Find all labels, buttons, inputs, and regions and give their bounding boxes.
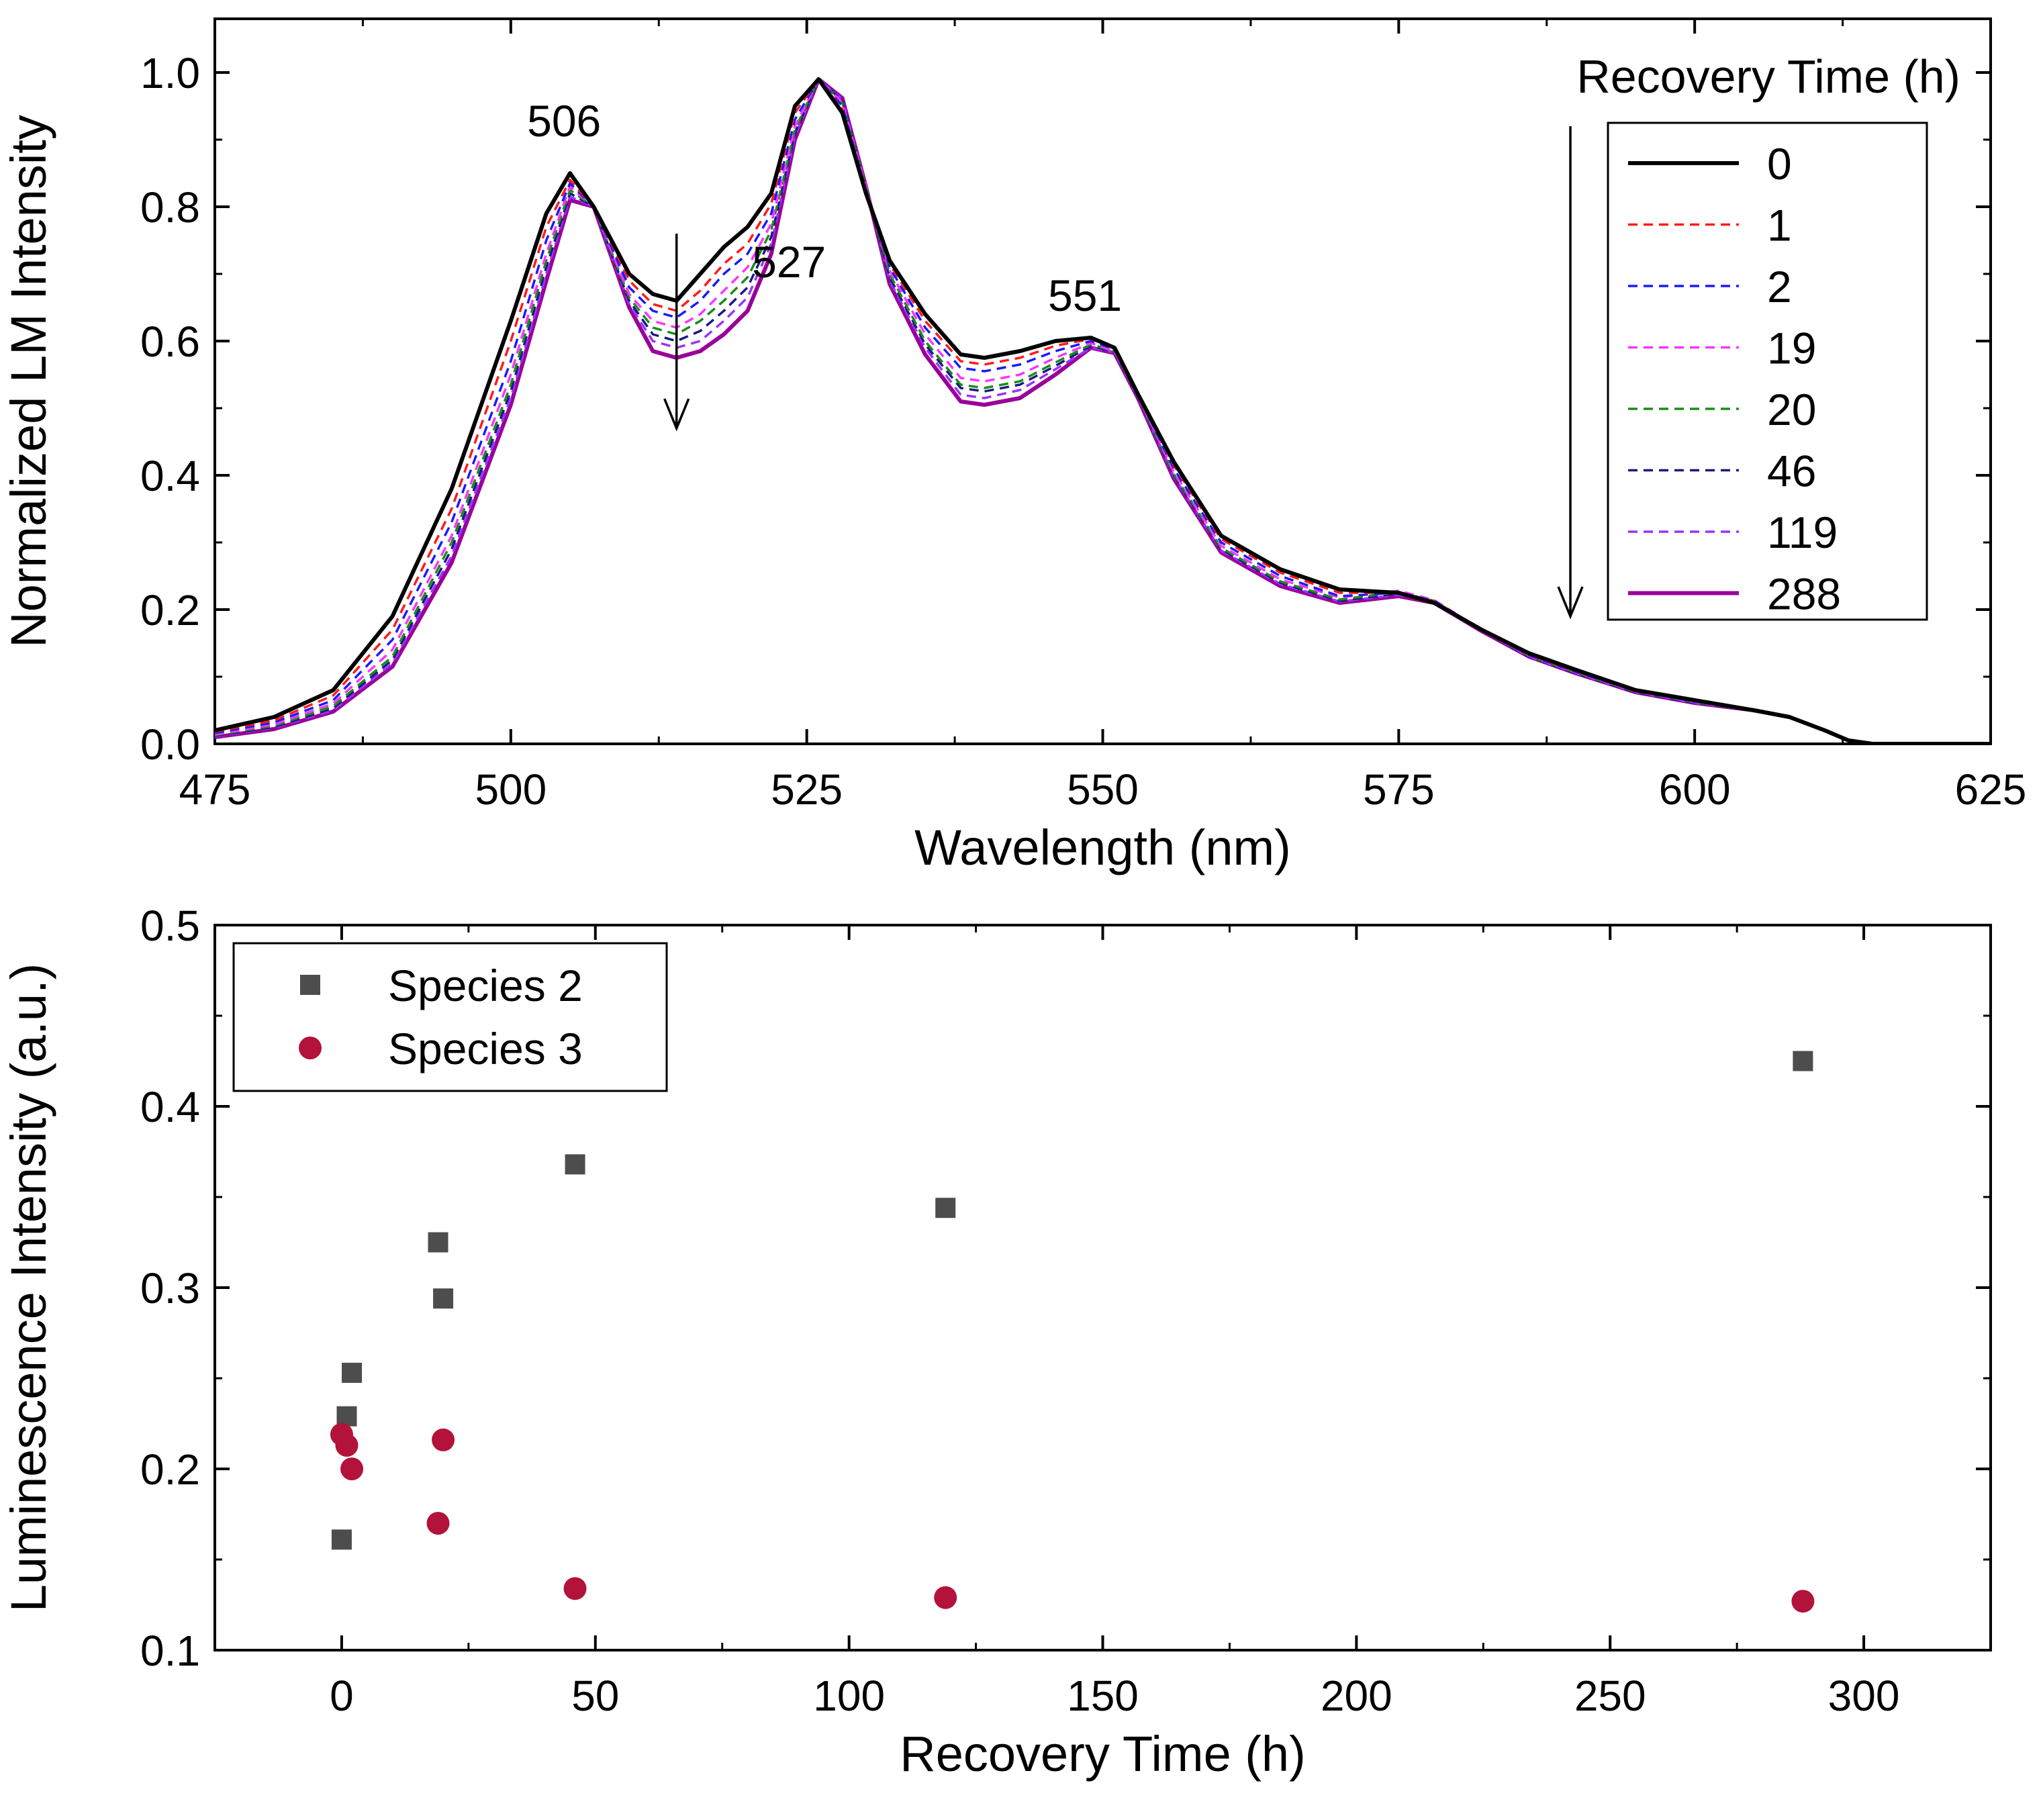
x-tick-label: 0: [330, 1672, 354, 1720]
x-tick-label: 200: [1321, 1672, 1392, 1720]
x-tick-label: 500: [475, 765, 547, 814]
x-tick-label: 100: [813, 1672, 885, 1720]
x-tick-label: 150: [1067, 1672, 1139, 1720]
y-tick-label: 0.4: [140, 452, 200, 500]
data-point-species-3: [563, 1577, 587, 1600]
data-point-species-3: [426, 1512, 450, 1535]
y-tick-label: 0.8: [140, 183, 200, 232]
y-tick-label: 0.4: [140, 1083, 200, 1131]
legend-label-species-2: Species 2: [388, 961, 583, 1010]
data-point-species-3: [934, 1586, 957, 1609]
x-tick-label: 550: [1067, 765, 1139, 814]
y-tick-label: 0.0: [140, 720, 200, 769]
x-tick-label: 300: [1828, 1672, 1900, 1720]
y-tick-label: 0.3: [140, 1264, 200, 1312]
data-point-species-2: [428, 1232, 448, 1253]
legend-label-0: 0: [1767, 139, 1792, 189]
x-axis-title: Wavelength (nm): [914, 820, 1291, 875]
x-tick-label: 525: [771, 765, 843, 814]
trend-arrow-1-head: [663, 398, 690, 432]
y-tick-label: 0.1: [140, 1627, 200, 1675]
legend-label-119: 119: [1767, 508, 1838, 557]
legend-label-19: 19: [1767, 324, 1816, 373]
data-point-species-2: [433, 1288, 454, 1309]
data-point-species-3: [340, 1457, 364, 1480]
x-axis-title: Recovery Time (h): [900, 1726, 1305, 1782]
x-tick-label: 475: [179, 765, 251, 814]
data-point-species-2: [331, 1529, 352, 1550]
legend-label-20: 20: [1767, 385, 1816, 434]
peak-label-527: 527: [752, 237, 826, 287]
x-tick-label: 50: [571, 1672, 619, 1720]
data-point-species-2: [935, 1198, 956, 1218]
y-tick-label: 0.5: [140, 902, 200, 950]
legend-label-species-3: Species 3: [388, 1024, 583, 1073]
x-tick-label: 250: [1574, 1672, 1646, 1720]
legend-label-46: 46: [1767, 446, 1816, 496]
y-tick-label: 0.6: [140, 318, 200, 366]
y-tick-label: 0.2: [140, 586, 200, 634]
data-point-species-2: [565, 1154, 585, 1175]
y-tick-label: 0.2: [140, 1445, 200, 1494]
peak-label-506: 506: [527, 96, 601, 146]
legend-label-2: 2: [1767, 262, 1792, 312]
y-tick-label: 1.0: [140, 49, 200, 97]
trend-arrow-2-head: [1557, 586, 1584, 620]
spectrum-chart: 475 500 525 550 575 600 625 0.0 0.2 0.4 0.6 0.8 1.0 W…: [1, 17, 2027, 875]
data-point-species-2: [1793, 1051, 1813, 1071]
legend-box: [1607, 122, 1928, 621]
y-axis-title: Normalized LM Intensity: [1, 115, 56, 648]
x-tick-label: 575: [1363, 765, 1435, 814]
intensity-scatter-chart: 0 50 100 150 200 250 300 0.1 0.2 0.3 0.4 0.5 Recover…: [1, 902, 1992, 1782]
data-point-species-2: [336, 1406, 357, 1427]
legend-box: [232, 942, 668, 1092]
peak-label-551: 551: [1048, 271, 1122, 320]
y-axis-title: Luminescence Intensity (a.u.): [1, 963, 56, 1613]
legend-marker-species-3: [299, 1037, 322, 1059]
data-point-species-3: [432, 1428, 455, 1451]
legend-label-288: 288: [1767, 569, 1841, 619]
x-tick-label: 600: [1659, 765, 1731, 814]
legend-title: Recovery Time (h): [1576, 50, 1960, 103]
legend-label-1: 1: [1767, 201, 1792, 250]
data-point-species-2: [342, 1362, 363, 1383]
data-point-species-3: [335, 1433, 359, 1457]
series-line-0: [215, 77, 1991, 744]
legend-marker-species-2: [300, 975, 320, 995]
x-tick-label: 625: [1955, 765, 2027, 814]
data-point-species-3: [1791, 1590, 1815, 1613]
